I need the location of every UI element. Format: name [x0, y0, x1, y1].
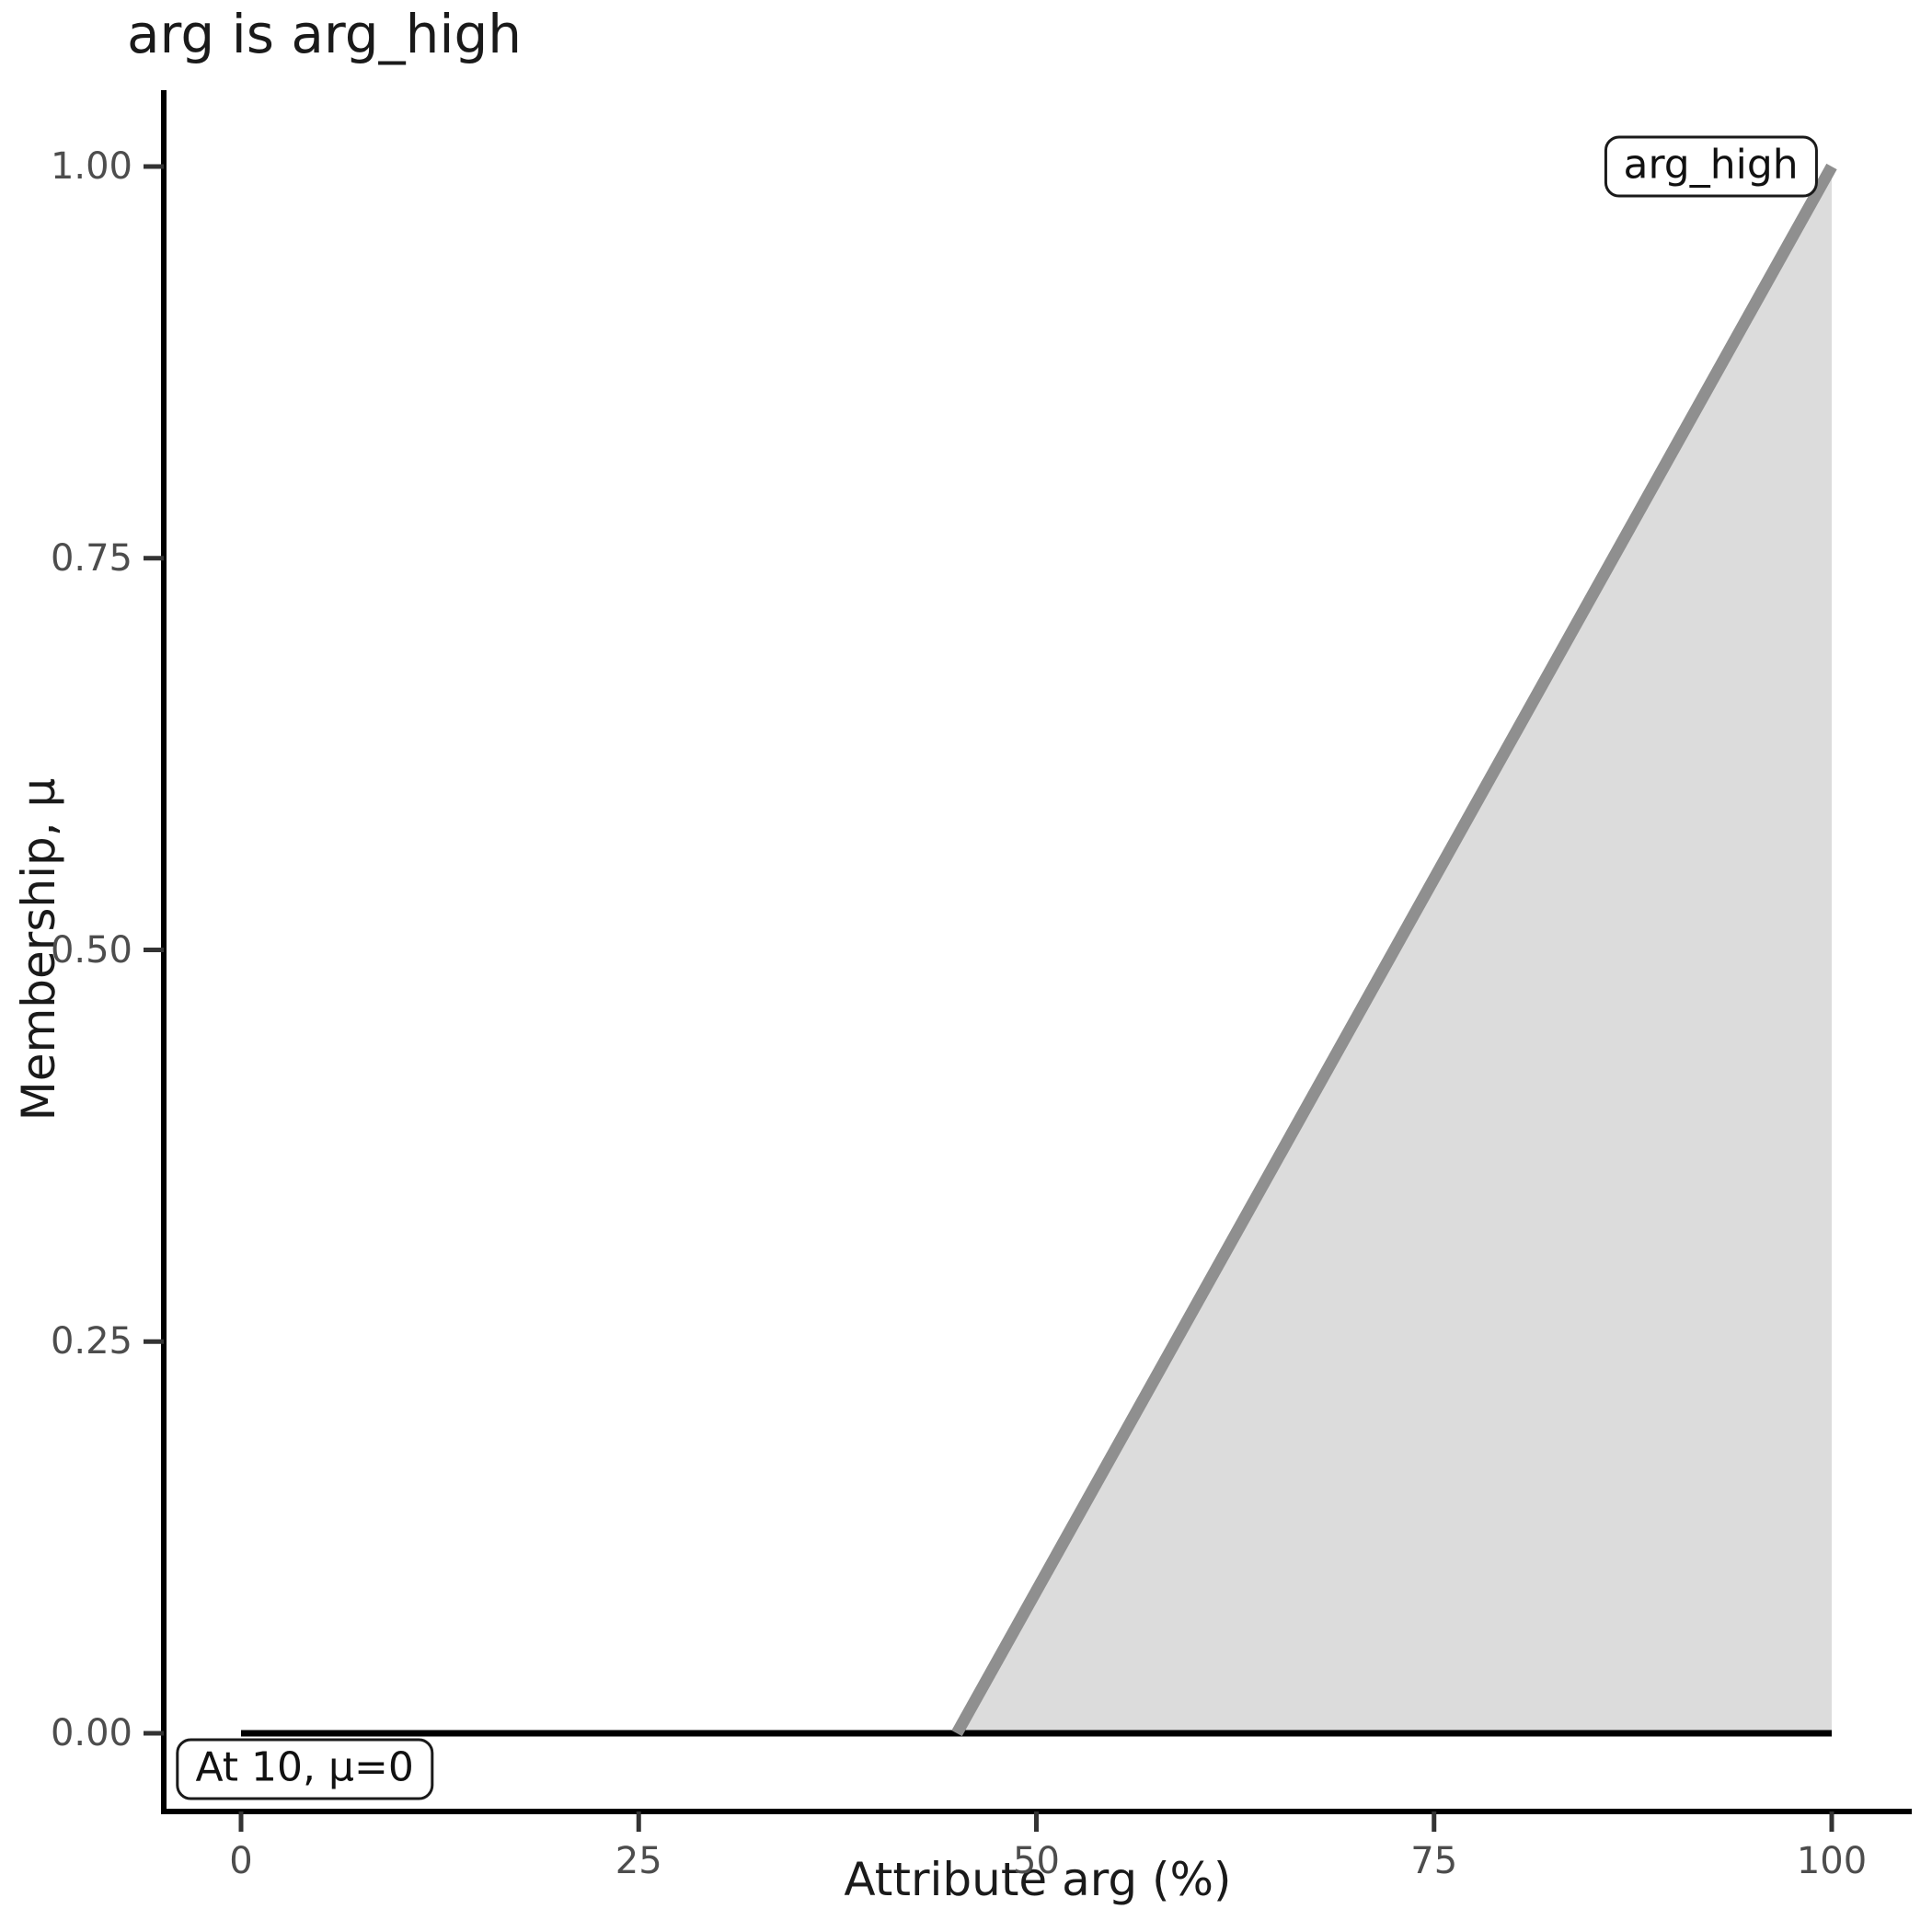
x-axis-title: Attribute arg (%)	[844, 1853, 1232, 1906]
chart-title: arg is arg_high	[127, 3, 523, 65]
y-tick-label-3: 0.75	[50, 536, 132, 580]
x-tick-label-2: 50	[1013, 1840, 1060, 1882]
x-tick-label-0: 0	[229, 1840, 253, 1882]
x-tick-label-3: 75	[1410, 1840, 1458, 1882]
y-tick-label-2: 0.50	[50, 928, 132, 972]
readout-label: At 10, μ=0	[176, 1738, 433, 1800]
arg_high-membership-ramp	[951, 163, 1837, 1737]
y-tick-label-0: 0.00	[50, 1712, 132, 1754]
y-tick-label-4: 1.00	[50, 145, 132, 188]
x-tick-label-1: 25	[615, 1840, 662, 1882]
y-tick-label-1: 0.25	[50, 1320, 132, 1363]
x-tick-label-4: 100	[1796, 1840, 1868, 1882]
set-label: arg_high	[1604, 135, 1818, 198]
